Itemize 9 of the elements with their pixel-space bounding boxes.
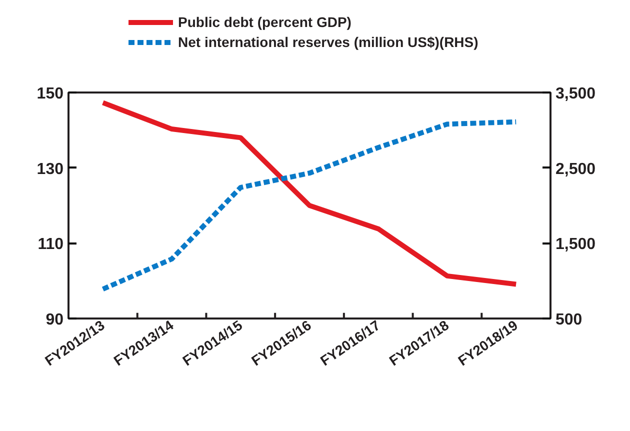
y-tick-label: 130 [36, 160, 64, 178]
y2-tick-label: 3,500 [556, 86, 596, 102]
legend-label: Net international reserves (million US$)(RHS) [178, 34, 478, 50]
y-tick-label: 110 [38, 236, 64, 254]
y2-tick-label: 1,500 [556, 236, 596, 254]
y-tick-label: 150 [36, 86, 64, 102]
y2-tick-label: 500 [556, 312, 582, 328]
legend-label: Public debt (percent GDP) [178, 14, 352, 30]
y2-tick-label: 2,500 [556, 160, 596, 178]
